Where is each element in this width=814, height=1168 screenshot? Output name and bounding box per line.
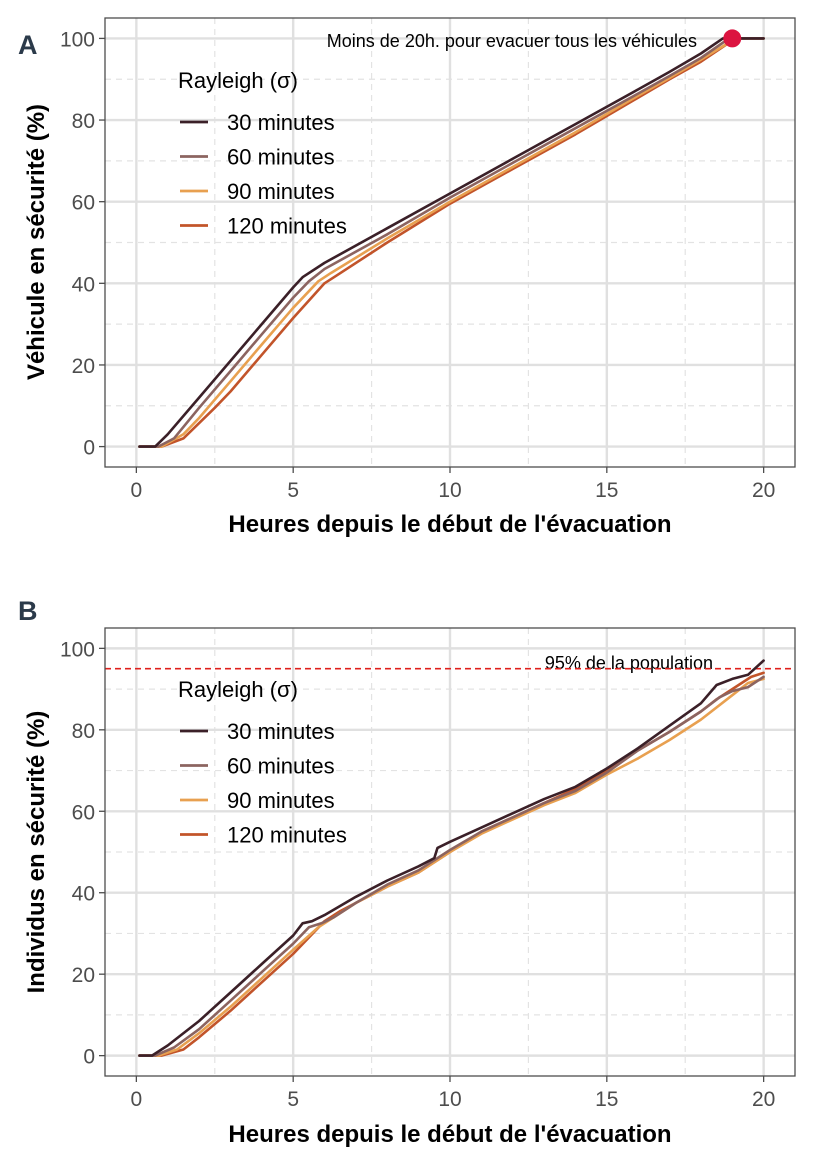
legend-item: 90 minutes: [180, 179, 335, 204]
series-line-90-minutes: [138, 37, 765, 448]
legend-item: 60 minutes: [180, 754, 335, 779]
panel-a: A Moins de 20h. pour evacuer tous les vé…: [18, 17, 796, 538]
y-tick-label: 0: [83, 1046, 95, 1069]
series-line-120-minutes: [138, 37, 765, 448]
panel-b-series: [138, 659, 765, 1057]
panel-a-ticks: 0 5 10 15 20 0 20 40 60 80 100: [60, 28, 775, 502]
legend-item: 120 minutes: [180, 214, 347, 239]
x-tick-label: 15: [595, 479, 618, 502]
panel-b-legend: Rayleigh (σ) 30 minutes 60 minutes 90 minu…: [178, 677, 347, 848]
panel-b-ticks: 0 5 10 15 20 0 20 40 60 80 100: [60, 638, 775, 1111]
legend-label: 30 minutes: [227, 110, 335, 135]
y-tick-label: 40: [72, 883, 95, 906]
panel-a-letter: A: [18, 30, 38, 60]
y-tick-label: 0: [83, 437, 95, 460]
panel-a-annotations: Moins de 20h. pour evacuer tous les véhi…: [327, 31, 697, 51]
legend-label: 30 minutes: [227, 719, 335, 744]
panel-a-y-axis-title: Véhicule en sécurité (%): [23, 104, 50, 380]
x-tick-label: 15: [595, 1088, 618, 1111]
legend-item: 60 minutes: [180, 145, 335, 170]
y-tick-label: 100: [60, 638, 95, 661]
x-tick-label: 20: [752, 1088, 775, 1111]
series-line-90-minutes: [138, 677, 765, 1057]
panel-a-highlight: [723, 29, 742, 48]
series-line-60-minutes: [138, 675, 765, 1057]
x-tick-label: 10: [438, 1088, 461, 1111]
series-line-30-minutes: [138, 659, 765, 1057]
legend-label: 90 minutes: [227, 179, 335, 204]
x-tick-label: 20: [752, 479, 775, 502]
legend-label: 120 minutes: [227, 214, 347, 239]
x-tick-label: 5: [287, 479, 299, 502]
panel-a-legend: Rayleigh (σ) 30 minutes 60 minutes 90 minu…: [178, 68, 347, 239]
x-tick-label: 10: [438, 479, 461, 502]
panel-b-reference: 95% de la population: [105, 653, 795, 673]
legend-item: 30 minutes: [180, 110, 335, 135]
highlight-point: [723, 29, 742, 48]
x-tick-label: 0: [131, 479, 143, 502]
panel-b-legend-title: Rayleigh (σ): [178, 677, 298, 702]
panel-a-legend-title: Rayleigh (σ): [178, 68, 298, 93]
legend-item: 120 minutes: [180, 823, 347, 848]
y-tick-label: 100: [60, 28, 95, 51]
y-tick-label: 80: [72, 720, 95, 743]
panel-b-reference-label: 95% de la population: [545, 653, 713, 673]
panel-b-grid: [105, 628, 795, 1076]
legend-label: 60 minutes: [227, 754, 335, 779]
panel-b-x-axis-title: Heures depuis le début de l'évacuation: [228, 1121, 671, 1148]
y-tick-label: 60: [72, 801, 95, 824]
legend-label: 90 minutes: [227, 788, 335, 813]
panel-b: B 95% de la population 0 5 10 15 20 0 20 40 60 80…: [18, 596, 796, 1148]
y-tick-label: 80: [72, 110, 95, 133]
panel-a-series: [138, 37, 765, 448]
panel-b-letter: B: [18, 596, 38, 626]
panel-a-annotation: Moins de 20h. pour evacuer tous les véhi…: [327, 31, 697, 51]
legend-item: 90 minutes: [180, 788, 335, 813]
y-tick-label: 60: [72, 192, 95, 215]
series-line-60-minutes: [138, 37, 765, 448]
panel-a-x-axis-title: Heures depuis le début de l'évacuation: [228, 511, 671, 538]
x-tick-label: 5: [287, 1088, 299, 1111]
legend-label: 120 minutes: [227, 823, 347, 848]
legend-label: 60 minutes: [227, 145, 335, 170]
x-tick-label: 0: [131, 1088, 143, 1111]
panel-b-y-axis-title: Individus en sécurité (%): [23, 711, 50, 994]
y-tick-label: 20: [72, 964, 95, 987]
legend-item: 30 minutes: [180, 719, 335, 744]
y-tick-label: 20: [72, 355, 95, 378]
panel-a-grid: [105, 18, 795, 467]
series-line-30-minutes: [138, 37, 765, 448]
y-tick-label: 40: [72, 273, 95, 296]
